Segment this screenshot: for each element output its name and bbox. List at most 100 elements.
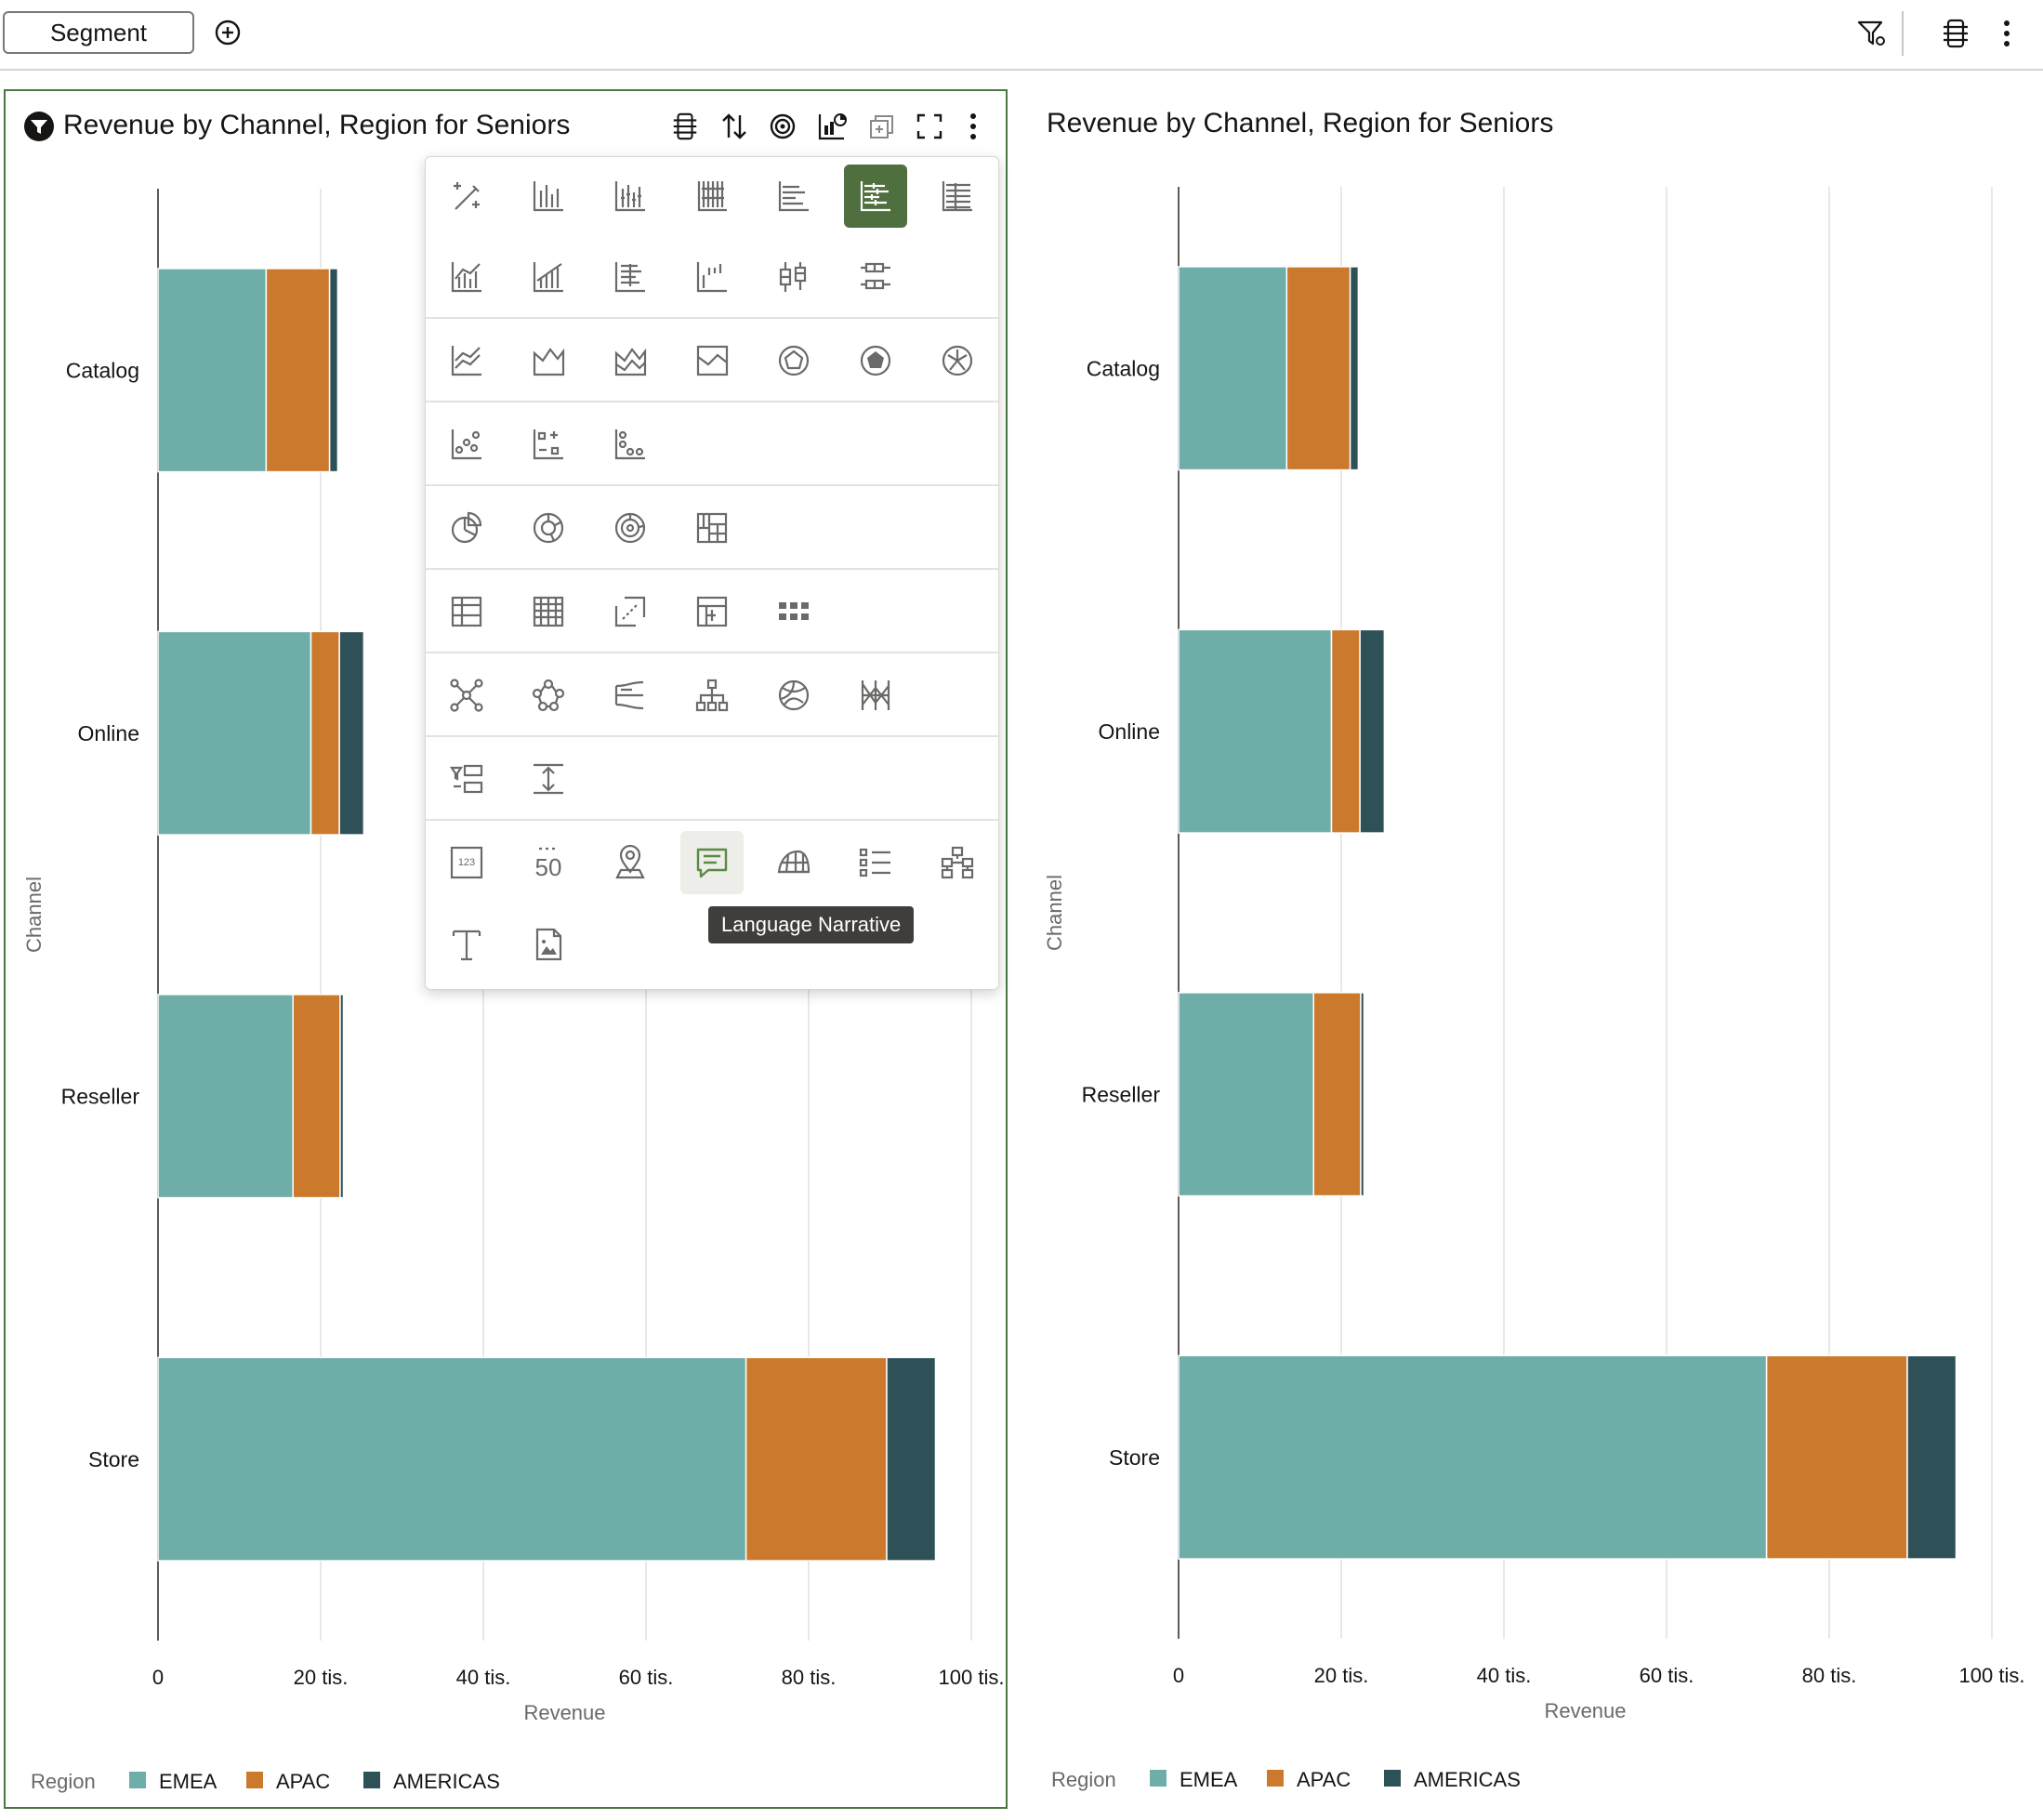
chart-type-stacked-area-button[interactable] bbox=[599, 329, 662, 392]
bar-segment-apac bbox=[745, 1356, 888, 1562]
dot-plot-icon bbox=[614, 429, 645, 460]
boxplot-icon bbox=[779, 262, 807, 292]
heat-matrix-icon bbox=[696, 596, 728, 627]
chart-type-map-button[interactable] bbox=[599, 831, 662, 894]
legend-label-apac: APAC bbox=[276, 1770, 330, 1793]
100pct-stacked-bar-icon bbox=[697, 181, 727, 212]
performance-tile-icon: 50 bbox=[535, 847, 561, 881]
chart-type-network-button[interactable] bbox=[435, 664, 498, 727]
y-category-label: Online bbox=[1099, 719, 1160, 744]
chart-type-radar-area-button[interactable] bbox=[844, 329, 907, 392]
chart-type-pivot-button[interactable] bbox=[517, 580, 580, 643]
visualization-right[interactable]: 0 20 tis. 40 tis. 60 tis. 80 tis. 100 tis. Cat… bbox=[1026, 89, 2039, 1809]
visualization-title: Revenue by Channel, Region for Seniors bbox=[63, 110, 571, 140]
bar-segment-apac bbox=[265, 268, 331, 473]
chart-type-list-filter-button[interactable] bbox=[435, 747, 498, 811]
target-button[interactable] bbox=[764, 108, 801, 145]
bar-segment-americas bbox=[1360, 992, 1365, 1197]
chart-type-area-button[interactable] bbox=[517, 329, 580, 392]
maximize-icon bbox=[916, 113, 942, 139]
chart-type-slider-button[interactable] bbox=[517, 747, 580, 811]
chart-type-treemap-button[interactable] bbox=[680, 496, 744, 560]
chart-type-scatter-button[interactable] bbox=[435, 413, 498, 476]
chart-type-sunburst-button[interactable] bbox=[599, 496, 662, 560]
chart-type-100pct-area-button[interactable] bbox=[680, 329, 744, 392]
bubble-grid-icon bbox=[533, 429, 563, 460]
area-icon bbox=[533, 348, 565, 376]
chart-type-horizontal-bar-button[interactable] bbox=[762, 165, 825, 228]
change-chart-type-button[interactable] bbox=[813, 108, 850, 145]
chart-type-parallel-coordinates-button[interactable] bbox=[844, 664, 907, 727]
y-category-label: Store bbox=[88, 1447, 139, 1471]
duplicate-button[interactable] bbox=[863, 108, 900, 145]
chart-type-stacked-bar-button[interactable] bbox=[599, 165, 662, 228]
table-icon bbox=[451, 596, 482, 627]
chart-type-radar-bar-button[interactable] bbox=[926, 329, 989, 392]
x-tick-label: 100 tis. bbox=[1959, 1664, 2025, 1687]
maximize-button[interactable] bbox=[911, 108, 948, 145]
chart-type-correlation-matrix-button[interactable] bbox=[599, 580, 662, 643]
visualization-menu-button[interactable] bbox=[959, 108, 987, 145]
more-options-button[interactable] bbox=[1993, 15, 2021, 52]
chart-type-language-narrative-button[interactable] bbox=[680, 831, 744, 894]
chart-type-donut-button[interactable] bbox=[517, 496, 580, 560]
chart-type-heat-matrix-button[interactable] bbox=[680, 580, 744, 643]
chart-type-tile-grid-button[interactable] bbox=[762, 580, 825, 643]
chart-type-sankey-button[interactable] bbox=[599, 664, 662, 727]
bar-segment-emea bbox=[157, 1356, 747, 1562]
x-tick-label: 60 tis. bbox=[619, 1666, 674, 1689]
x-tick-label: 20 tis. bbox=[294, 1666, 349, 1689]
legend-swatch-americas bbox=[1384, 1770, 1401, 1787]
legend-label-emea: EMEA bbox=[1180, 1768, 1238, 1791]
filter-funnel-badge-icon[interactable] bbox=[22, 110, 56, 143]
chart-type-text-box-button[interactable] bbox=[435, 913, 498, 976]
x-tick-label: 40 tis. bbox=[456, 1666, 511, 1689]
chart-type-line-button[interactable] bbox=[435, 329, 498, 392]
bar-segment-apac bbox=[292, 994, 341, 1199]
chart-type-list-view-button[interactable] bbox=[844, 831, 907, 894]
chart-type-waterfall-button[interactable] bbox=[680, 245, 744, 309]
chart-type-combo-bar-line-button[interactable] bbox=[435, 245, 498, 309]
chart-type-tile-button[interactable]: 123 bbox=[435, 831, 498, 894]
chart-type-dot-plot-button[interactable] bbox=[599, 413, 662, 476]
chart-type-horizontal-stacked-bar-button[interactable] bbox=[844, 165, 907, 228]
chart-type-pie-button[interactable] bbox=[435, 496, 498, 560]
chord-icon bbox=[778, 679, 810, 711]
chart-type-100pct-stacked-bar-button[interactable] bbox=[680, 165, 744, 228]
chart-type-table-button[interactable] bbox=[435, 580, 498, 643]
sort-button[interactable] bbox=[716, 108, 753, 145]
chart-type-horizontal-100pct-stacked-bar-button[interactable] bbox=[926, 165, 989, 228]
chart-type-bubble-grid-button[interactable] bbox=[517, 413, 580, 476]
chart-type-performance-tile-button[interactable]: 50 bbox=[517, 831, 580, 894]
bar-segment-apac bbox=[1765, 1354, 1908, 1560]
canvas-toolbar: Segment bbox=[0, 0, 2043, 71]
chart-type-chord-button[interactable] bbox=[762, 664, 825, 727]
chart-type-combo-stacked-button[interactable] bbox=[517, 245, 580, 309]
x-tick-label: 40 tis. bbox=[1477, 1664, 1532, 1687]
chart-type-graph-button[interactable] bbox=[517, 664, 580, 727]
chart-type-radar-line-button[interactable] bbox=[762, 329, 825, 392]
chart-type-stacked-horizontal-combo-button[interactable] bbox=[599, 245, 662, 309]
map-icon bbox=[615, 844, 645, 879]
menu-separator bbox=[426, 401, 998, 402]
segment-tab-button[interactable]: Segment bbox=[3, 11, 194, 54]
properties-button[interactable] bbox=[1937, 15, 1974, 52]
chart-type-network-diagram-button[interactable] bbox=[926, 831, 989, 894]
x-tick-label: 60 tis. bbox=[1640, 1664, 1694, 1687]
properties-button[interactable] bbox=[666, 108, 704, 145]
filter-settings-button[interactable] bbox=[1853, 15, 1891, 52]
chart-type-map-layer-button[interactable] bbox=[762, 831, 825, 894]
bar-segment-emea bbox=[1178, 992, 1314, 1197]
chart-type-image-button[interactable] bbox=[517, 913, 580, 976]
y-category-label: Reseller bbox=[1082, 1082, 1161, 1106]
chart-type-boxplot-button[interactable] bbox=[762, 245, 825, 309]
stacked-bar-icon bbox=[614, 181, 645, 212]
pie-icon bbox=[451, 511, 482, 544]
legend-title: Region bbox=[1051, 1768, 1116, 1791]
chart-type-auto-visualization-button[interactable] bbox=[435, 165, 498, 228]
chart-type-tree-diagram-button[interactable] bbox=[680, 664, 744, 727]
chart-type-bar-button[interactable] bbox=[517, 165, 580, 228]
add-canvas-button[interactable] bbox=[212, 17, 244, 48]
x-tick-label: 100 tis. bbox=[939, 1666, 1005, 1689]
chart-type-horizontal-boxplot-button[interactable] bbox=[844, 245, 907, 309]
